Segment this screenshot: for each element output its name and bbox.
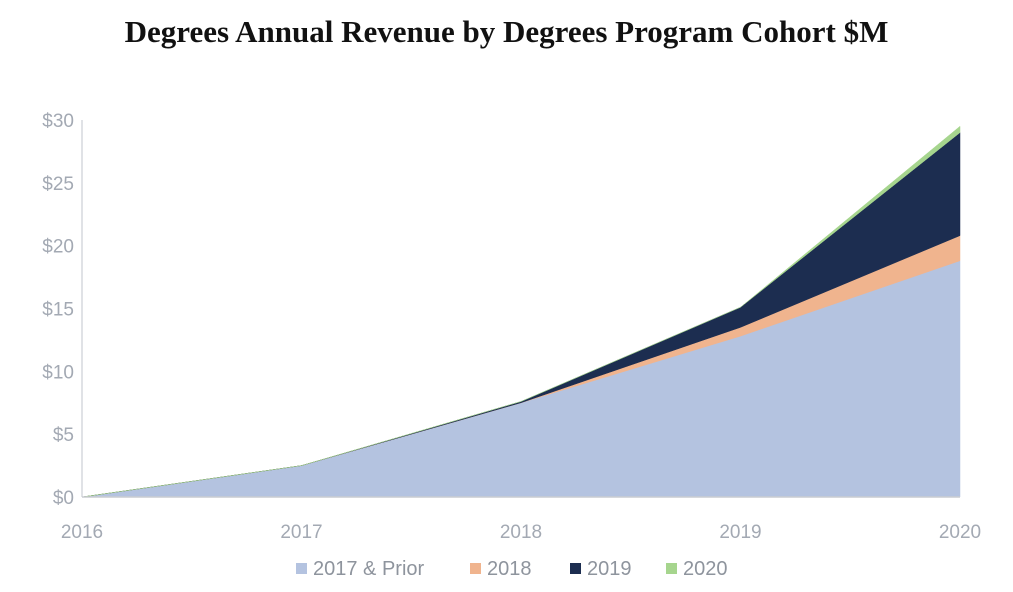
legend-label: 2017 & Prior bbox=[313, 558, 425, 580]
y-tick-label: $5 bbox=[53, 425, 74, 446]
y-tick-label: $10 bbox=[42, 362, 74, 383]
legend-label: 2019 bbox=[587, 558, 632, 580]
x-tick-label: 2017 bbox=[280, 522, 322, 543]
x-tick-label: 2018 bbox=[500, 522, 542, 543]
x-tick-label: 2019 bbox=[719, 522, 761, 543]
legend-label: 2020 bbox=[683, 558, 728, 580]
legend-swatch bbox=[470, 563, 481, 574]
x-tick-label: 2016 bbox=[61, 522, 103, 543]
y-tick-label: $0 bbox=[53, 488, 74, 509]
legend: 2017 & Prior 2018 2019 2020 bbox=[296, 558, 728, 580]
chart-title: Degrees Annual Revenue by Degrees Progra… bbox=[124, 14, 889, 49]
y-tick-label: $25 bbox=[42, 174, 74, 195]
y-tick-label: $20 bbox=[42, 237, 74, 258]
area-series-3 bbox=[81, 125, 961, 498]
legend-item: 2020 bbox=[666, 558, 728, 580]
legend-label: 2018 bbox=[487, 558, 532, 580]
y-tick-label: $15 bbox=[42, 300, 74, 321]
legend-item: 2018 bbox=[470, 558, 532, 580]
legend-item: 2019 bbox=[570, 558, 632, 580]
y-tick-label: $30 bbox=[42, 111, 74, 132]
legend-swatch bbox=[666, 563, 677, 574]
y-tick-labels: $0 $5 $10 $15 $20 $25 $30 bbox=[42, 111, 74, 509]
legend-swatch bbox=[570, 563, 581, 574]
legend-item: 2017 & Prior bbox=[296, 558, 425, 580]
stacked-areas bbox=[81, 125, 961, 498]
x-tick-label: 2020 bbox=[939, 522, 981, 543]
legend-swatch bbox=[296, 563, 307, 574]
x-tick-labels: 2016 2017 2018 2019 2020 bbox=[61, 522, 981, 543]
